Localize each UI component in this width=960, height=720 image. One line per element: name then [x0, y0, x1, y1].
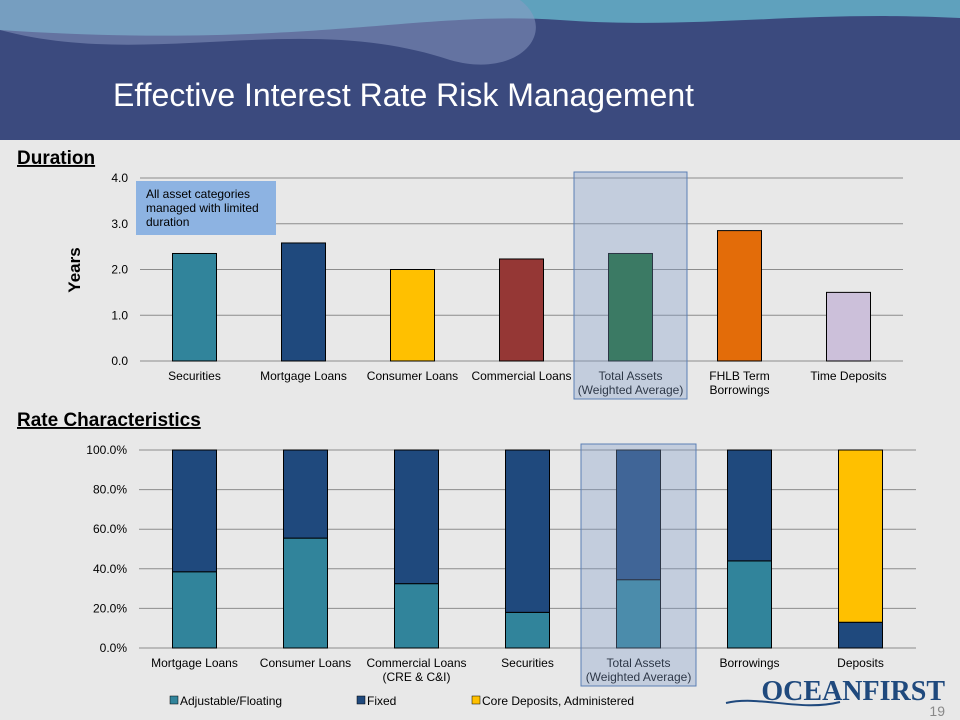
- y-tick-label: 0.0: [111, 354, 128, 368]
- bar-segment: [838, 621, 883, 649]
- x-tick-label: Commercial Loans: [471, 369, 571, 383]
- annotation: All asset categories managed with limited…: [146, 187, 259, 229]
- bar: [172, 252, 217, 362]
- bar: [717, 230, 762, 362]
- legend-label: Fixed: [367, 694, 396, 708]
- bar-segment: [394, 583, 439, 649]
- logo: OCEANFIRST: [761, 676, 945, 707]
- highlight-box: [580, 443, 697, 687]
- y-tick-label: 20.0%: [93, 601, 127, 615]
- bar-segment: [727, 449, 772, 562]
- y-tick-label: 40.0%: [93, 562, 127, 576]
- chart-title: Rate Characteristics: [17, 410, 201, 431]
- bar-segment: [172, 571, 217, 649]
- y-tick-label: 100.0%: [86, 443, 127, 457]
- x-tick-label: Borrowings: [719, 656, 779, 670]
- bar-segment: [283, 537, 328, 649]
- page-number: 19: [929, 703, 945, 719]
- x-tick-label: Commercial Loans (CRE & C&I): [366, 656, 466, 684]
- x-tick-label: Consumer Loans: [367, 369, 458, 383]
- x-tick-label: Total Assets (Weighted Average): [586, 656, 692, 684]
- bar-segment: [616, 449, 661, 581]
- y-tick-label: 3.0: [111, 217, 128, 231]
- x-tick-label: Deposits: [837, 656, 884, 670]
- highlight-box: [573, 171, 688, 400]
- y-tick-label: 1.0: [111, 308, 128, 322]
- y-tick-label: 2.0: [111, 263, 128, 277]
- legend-label: Adjustable/Floating: [180, 694, 282, 708]
- legend-swatch: [356, 695, 366, 705]
- slide-title: Effective Interest Rate Risk Management: [113, 77, 694, 113]
- wave: [0, 0, 536, 65]
- bar-segment: [505, 611, 550, 649]
- logo-wave: [725, 699, 841, 707]
- bar-segment: [283, 449, 328, 539]
- y-tick-label: 0.0%: [100, 641, 128, 655]
- x-tick-label: Mortgage Loans: [260, 369, 347, 383]
- y-axis-label: Years: [65, 247, 84, 292]
- x-tick-label: FHLB Term Borrowings: [709, 369, 769, 397]
- x-tick-label: Consumer Loans: [260, 656, 351, 670]
- y-tick-label: 60.0%: [93, 522, 127, 536]
- bar: [826, 291, 871, 362]
- bar-segment: [727, 560, 772, 649]
- bar: [281, 242, 326, 362]
- x-tick-label: Mortgage Loans: [151, 656, 238, 670]
- x-tick-label: Securities: [501, 656, 554, 670]
- bar-segment: [172, 449, 217, 573]
- bar-segment: [616, 579, 661, 649]
- bar-segment: [394, 449, 439, 585]
- bar: [390, 269, 435, 362]
- x-tick-label: Securities: [168, 369, 221, 383]
- x-tick-label: Time Deposits: [810, 369, 886, 383]
- bar-segment: [505, 449, 550, 613]
- legend-swatch: [471, 695, 481, 705]
- annotation-box: [136, 181, 276, 235]
- x-tick-label: Total Assets (Weighted Average): [578, 369, 684, 397]
- bar: [499, 258, 544, 362]
- y-tick-label: 80.0%: [93, 483, 127, 497]
- bar: [608, 252, 653, 362]
- y-tick-label: 4.0: [111, 171, 128, 185]
- bar-segment: [838, 449, 883, 623]
- legend-label: Core Deposits, Administered: [482, 694, 634, 708]
- chart-title: Duration: [17, 148, 95, 169]
- legend-swatch: [169, 695, 179, 705]
